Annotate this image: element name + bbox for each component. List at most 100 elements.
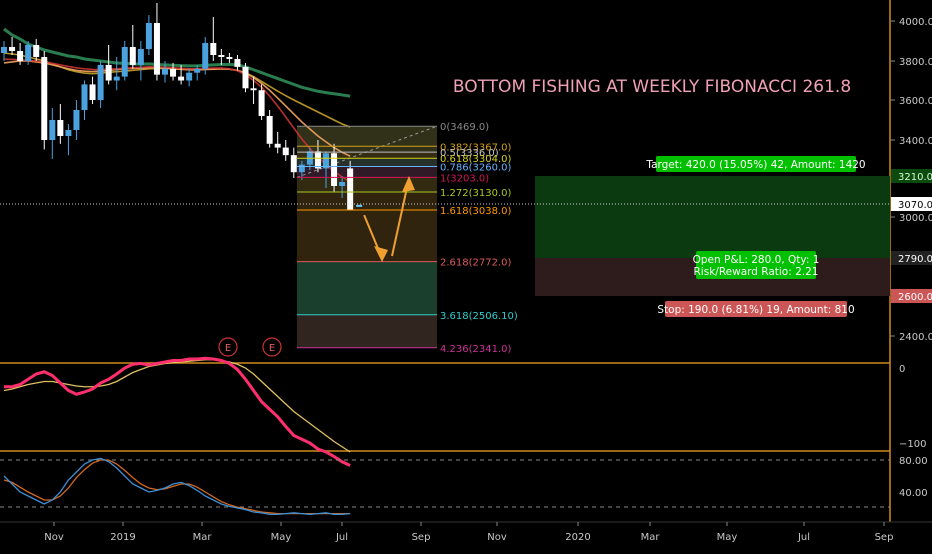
entry-price-tag-text: 2790.0	[898, 254, 932, 265]
candle	[81, 80, 88, 120]
current-price-tag: 3070.0	[891, 197, 932, 211]
oscillator2-axis-label: 40.00	[899, 488, 928, 499]
candle	[113, 57, 120, 91]
candle-body	[226, 57, 233, 59]
entry-price-tag-box	[891, 251, 932, 265]
time-axis-label: Jul	[335, 532, 348, 543]
candle	[234, 55, 241, 71]
oscillator1-layer	[3, 356, 351, 467]
candle	[57, 104, 64, 144]
candle	[210, 17, 217, 61]
candle	[33, 39, 40, 61]
candle	[73, 100, 80, 140]
fib-level-label: 0.786(3260.0)	[440, 163, 512, 174]
stop-label: Stop: 190.0 (6.81%) 19, Amount: 810	[657, 301, 855, 317]
price-axis-label: 2400.0	[899, 332, 932, 343]
candle	[242, 62, 249, 93]
time-axis-label: Sep	[875, 532, 894, 543]
time-axis-label: Nov	[487, 532, 507, 543]
candle-body	[210, 43, 217, 55]
candle	[137, 41, 144, 81]
fib-level-label: 2.618(2772.0)	[440, 258, 512, 269]
candle-body	[1, 47, 7, 53]
stop-label-text: Stop: 190.0 (6.81%) 19, Amount: 810	[657, 304, 854, 316]
candle-body	[218, 55, 225, 57]
candle-body	[290, 155, 297, 173]
candle-body	[347, 168, 354, 210]
current-price-tag-box	[891, 197, 932, 211]
candle	[105, 45, 112, 85]
candle	[274, 132, 281, 154]
candle	[121, 41, 128, 81]
time-axis-label: 2019	[110, 532, 135, 543]
candle	[282, 140, 289, 161]
stop-price-tag-box	[891, 289, 932, 303]
target-label: Target: 420.0 (15.05%) 42, Amount: 1420	[645, 156, 866, 172]
candle	[25, 41, 32, 65]
candle-body	[81, 84, 88, 110]
price-axis-label: 3600.0	[899, 96, 932, 107]
fib-zone	[297, 158, 437, 167]
target-label-box	[656, 156, 856, 172]
candle	[129, 25, 136, 69]
price-axis-label: 3400.0	[899, 136, 932, 147]
profit-zone	[535, 176, 890, 258]
candle-body	[314, 151, 321, 169]
candles-layer[interactable]	[1, 3, 363, 210]
candle-body	[41, 57, 48, 140]
position-layer[interactable]: Target: 420.0 (15.05%) 42, Amount: 1420 O…	[0, 156, 890, 357]
moving-average-line	[3, 27, 351, 98]
time-axis-label: Sep	[412, 532, 431, 543]
stop-price-tag: 2600.0	[891, 289, 932, 303]
candle	[89, 76, 96, 104]
target-price-tag-box	[891, 169, 932, 183]
moving-averages-layer	[3, 27, 351, 183]
projection-arrow-up	[391, 182, 409, 257]
candle-body	[89, 84, 96, 100]
axes-layer: 4000.0 3800.0 3600.0 3400.0 3000.0 2400.0 3210…	[44, 17, 932, 543]
fib-level-label: 0.5(3336.0)	[440, 148, 499, 159]
current-price-tag-text: 3070.0	[898, 200, 932, 211]
time-axis-label: Mar	[193, 532, 213, 543]
candle	[226, 53, 233, 63]
pnl-label-box	[696, 251, 816, 279]
candle-body	[178, 76, 185, 81]
candle	[145, 15, 152, 55]
candle	[17, 43, 24, 65]
price-axis-label: 4000.0	[899, 17, 932, 28]
candle-body	[17, 51, 24, 61]
fib-zone	[297, 146, 437, 153]
candle	[218, 49, 225, 65]
fib-zone	[297, 166, 437, 178]
candle-body	[258, 90, 265, 116]
candle-body	[250, 88, 257, 91]
candle-body	[194, 68, 201, 73]
oscillator1-axis-label: 0	[899, 364, 905, 375]
candle-body	[162, 68, 168, 75]
fib-zone	[297, 126, 437, 147]
candle-body	[266, 116, 273, 144]
projection-arrowhead-down	[374, 246, 388, 262]
oscillator1-axis-label: −100	[899, 439, 926, 450]
candle-body	[153, 23, 160, 75]
earnings-circle	[262, 337, 282, 357]
time-axis-label: Nov	[44, 532, 64, 543]
candle	[97, 61, 104, 108]
fib-level-label: 3.618(2506.10)	[440, 311, 518, 322]
candle-body	[274, 143, 281, 148]
oscillator2-layer	[0, 457, 890, 516]
pnl-label-text: Open P&L: 280.0, Qty: 1	[693, 254, 820, 266]
candle-body	[331, 153, 338, 186]
fib-zone	[297, 177, 437, 192]
candle	[202, 37, 209, 75]
candle-body	[234, 59, 241, 67]
fib-zone	[297, 209, 437, 262]
fibonacci-layer[interactable]: 0(3469.0) 0.382(3367.0)0.5(3336.0)0.618(3…	[297, 122, 518, 355]
pnl-label-text: Risk/Reward Ratio: 2.21	[694, 266, 819, 278]
candle	[49, 108, 56, 159]
candle-body	[105, 64, 112, 81]
candle-body	[25, 45, 32, 61]
